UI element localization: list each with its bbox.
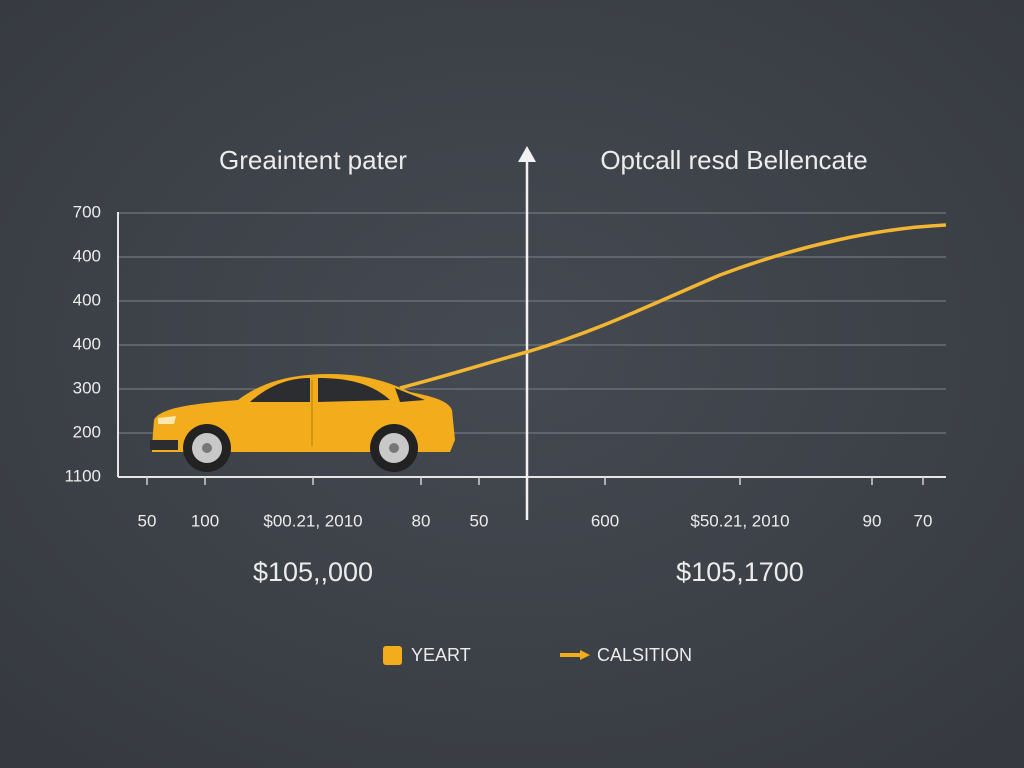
y-label: 400 — [73, 290, 101, 309]
y-label: 200 — [73, 422, 101, 441]
left-title: Greaintent pater — [219, 145, 407, 175]
y-label: 400 — [73, 334, 101, 353]
legend-arrow — [580, 650, 590, 660]
y-label: 300 — [73, 378, 101, 397]
amount: $105,,000 — [253, 557, 373, 587]
right-title: Optcall resd Bellencate — [600, 145, 867, 175]
x-label: $50.21, 2010 — [690, 511, 789, 530]
amount: $105,1700 — [676, 557, 804, 587]
x-label: $00.21, 2010 — [263, 511, 362, 530]
x-label: 70 — [914, 511, 933, 530]
legend-label: CALSITION — [597, 645, 692, 665]
x-label: 90 — [863, 511, 882, 530]
x-label: 100 — [191, 511, 219, 530]
legend-label: YEART — [411, 645, 471, 665]
y-label: 400 — [73, 246, 101, 265]
arrow-head — [518, 146, 536, 162]
x-label: 50 — [138, 511, 157, 530]
y-label: 1100 — [64, 466, 101, 485]
legend-swatch — [383, 646, 402, 665]
x-label: 80 — [412, 511, 431, 530]
x-label: 50 — [470, 511, 489, 530]
car — [150, 374, 455, 472]
x-label: 600 — [591, 511, 619, 530]
trend-curve — [399, 223, 947, 390]
y-label: 700 — [73, 202, 101, 221]
